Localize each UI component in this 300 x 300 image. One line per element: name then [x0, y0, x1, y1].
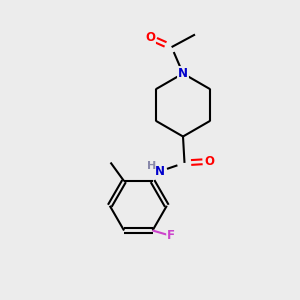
- Text: H: H: [147, 161, 156, 171]
- Text: N: N: [178, 67, 188, 80]
- Text: N: N: [155, 165, 165, 178]
- Text: O: O: [145, 31, 155, 44]
- Text: O: O: [204, 155, 214, 168]
- Text: F: F: [167, 230, 175, 242]
